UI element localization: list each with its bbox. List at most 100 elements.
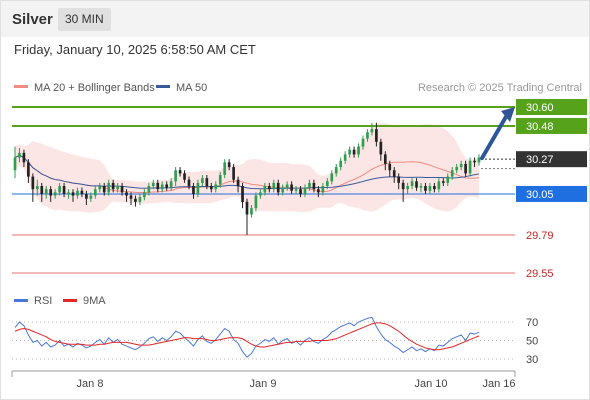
candle-body [227, 162, 231, 168]
candle-body [276, 182, 280, 193]
candle-body [174, 170, 177, 182]
candle-body [419, 186, 423, 188]
x-tick-label: Jan 10 [414, 378, 447, 390]
ma50-line [14, 154, 480, 190]
candle-body [477, 157, 481, 163]
candle-body [357, 146, 360, 155]
candle-body [160, 184, 164, 190]
candle-body [53, 192, 57, 196]
rsi-legend-swatch [14, 299, 28, 302]
projection-arrow [480, 107, 515, 161]
candle-body [44, 189, 48, 194]
candle-body [379, 141, 383, 155]
candle-body [285, 184, 289, 188]
candle-body [428, 186, 432, 191]
level-labels: 30.60 30.48 30.05 29.79 29.55 30.27 [516, 99, 587, 280]
candle-body [151, 182, 155, 187]
candle-body [156, 182, 160, 190]
candle-body [424, 186, 427, 191]
candle-body [27, 162, 30, 177]
candle-body [348, 149, 351, 155]
candle-body [290, 184, 293, 191]
candle-body [201, 178, 204, 183]
candle-body [392, 170, 396, 177]
candle-body [259, 192, 262, 196]
candle-body [71, 192, 75, 196]
candle-body [98, 186, 102, 190]
candle-body [49, 189, 53, 196]
candle-body [410, 181, 414, 187]
candle-body [370, 129, 374, 133]
candle-body [325, 181, 329, 187]
ma20-legend-label: MA 20 + Bollinger Bands [34, 82, 155, 94]
candle-body [196, 182, 200, 194]
candle-body [455, 167, 459, 171]
moving-averages [14, 154, 480, 194]
candle-body [102, 186, 106, 193]
candle-body [169, 181, 173, 188]
candle-body [263, 186, 267, 193]
candlesticks [13, 122, 481, 236]
x-tick-label: Jan 9 [250, 378, 277, 390]
candle-body [383, 154, 387, 164]
candle-body [339, 160, 343, 168]
candle-body [406, 186, 409, 190]
candle-body [437, 181, 441, 190]
candle-body [366, 132, 369, 139]
candle-body [107, 182, 111, 193]
candle-body [267, 186, 271, 190]
candle-body [187, 179, 191, 187]
candle-body [192, 186, 195, 194]
candle-body [35, 186, 39, 190]
current-price-label: 30.27 [526, 154, 554, 166]
ma50-legend-swatch [156, 85, 170, 88]
x-tick-label: Jan 8 [77, 378, 104, 390]
candle-body [299, 189, 302, 194]
candle-body [433, 186, 436, 190]
level-label-29.79: 29.79 [526, 230, 554, 242]
rsi-tick-50: 50 [526, 336, 538, 348]
rsi-tick-30: 30 [526, 354, 538, 366]
candle-body [281, 187, 285, 193]
timestamp: Friday, January 10, 2025 6:58:50 AM CET [14, 42, 256, 57]
timeframe-badge[interactable]: 30 MIN [58, 8, 111, 31]
candle-body [473, 160, 476, 163]
candle-body [209, 186, 213, 190]
candle-body [18, 152, 21, 158]
candle-body [446, 176, 450, 183]
candle-body [31, 176, 35, 190]
rsi-line [14, 316, 480, 358]
candle-body [85, 193, 88, 199]
candle-body [401, 182, 405, 190]
candle-body [147, 186, 151, 193]
level-tag-30.48 [516, 117, 587, 134]
ma50-legend-label: MA 50 [176, 82, 207, 94]
candle-body [321, 186, 325, 193]
rsi-tick-70: 70 [526, 317, 538, 329]
candle-body [214, 184, 218, 190]
candle-body [134, 198, 137, 202]
candle-body [308, 182, 311, 188]
rsi-ma-line [14, 322, 480, 351]
candle-body [303, 187, 307, 194]
header-bar: Silver 30 MIN [1, 1, 589, 37]
rsi-ma-legend-label: 9MA [83, 295, 106, 307]
candle-body [223, 162, 227, 175]
candle-body [183, 173, 186, 180]
candle-body [388, 163, 392, 171]
candle-body [464, 163, 467, 174]
candle-body [13, 157, 17, 171]
level-tag-30.60 [516, 99, 587, 115]
projection-arrow-head [501, 107, 515, 122]
candle-body [40, 186, 44, 194]
instrument-title: Silver [12, 11, 53, 28]
candle-body [312, 182, 316, 190]
candle-body [250, 208, 253, 215]
candle-body [62, 186, 66, 194]
candle-body [330, 173, 334, 182]
candle-body [343, 154, 347, 161]
level-tag-30.05 [516, 185, 587, 202]
rsi-ma-legend-swatch [63, 299, 77, 302]
candle-body [241, 186, 244, 202]
rsi-legend-label: RSI [34, 295, 52, 307]
